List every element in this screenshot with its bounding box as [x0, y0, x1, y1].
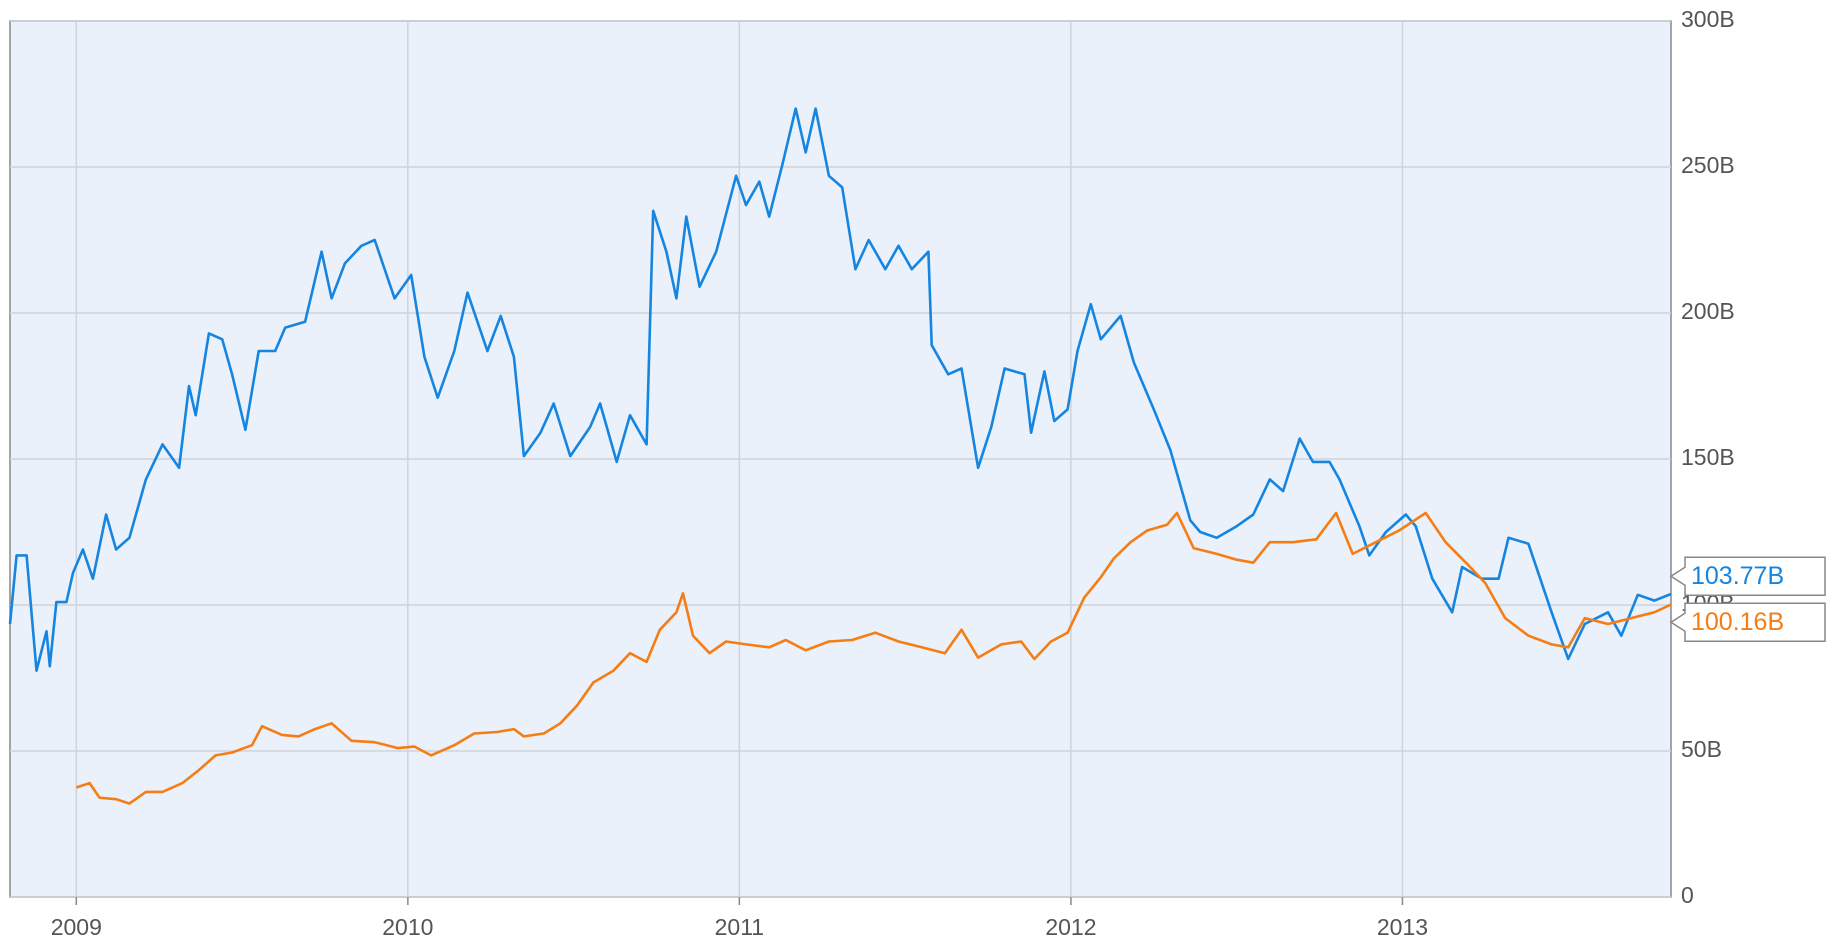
line	[75, 511, 1672, 805]
y-tick-label: 150B	[1681, 444, 1735, 470]
end-label-box	[1669, 602, 1826, 643]
x-tick-label: 2012	[1045, 914, 1096, 940]
line	[8, 107, 1672, 672]
end-label-box	[1669, 556, 1826, 597]
end-label: 100.16B	[1691, 608, 1784, 636]
y-tick-label: 200B	[1681, 298, 1735, 324]
x-tick-label: 2010	[382, 914, 433, 940]
y-tick-label: 0	[1681, 882, 1694, 908]
x-tick-label: 2009	[51, 914, 102, 940]
x-tick-label: 2013	[1377, 914, 1428, 940]
x-tick-label: 2011	[715, 914, 764, 940]
y-tick-label: 250B	[1681, 152, 1735, 178]
y-tick-label: 50B	[1681, 736, 1722, 762]
end-label: 103.77B	[1691, 562, 1784, 590]
y-tick-label: 300B	[1681, 6, 1735, 32]
